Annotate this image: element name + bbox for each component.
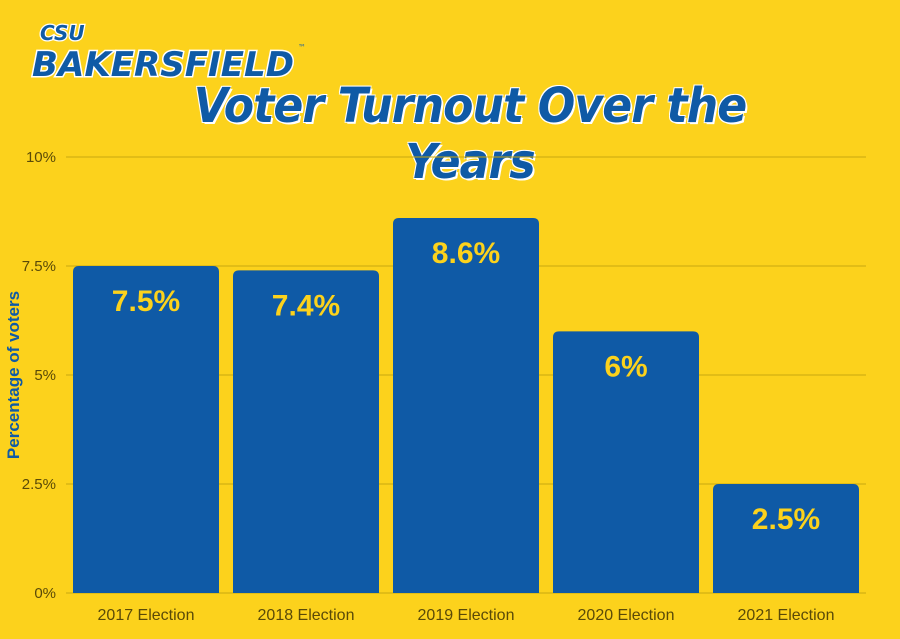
- y-tick-label: 2.5%: [22, 476, 56, 493]
- csu-bakersfield-logo: CSU BAKERSFIELD ™: [31, 20, 307, 82]
- chart-title: Voter Turnout Over the Years: [193, 78, 747, 190]
- data-label: 7.5%: [112, 285, 180, 318]
- logo-trademark: ™: [298, 43, 306, 52]
- bar: [233, 270, 379, 593]
- logo-main-text: BAKERSFIELD: [32, 45, 294, 82]
- bar: [73, 266, 219, 593]
- bar: [713, 484, 859, 593]
- data-label: 6%: [604, 350, 647, 383]
- x-tick-label: 2020 Election: [578, 607, 675, 624]
- bar: [393, 218, 539, 594]
- x-tick-label: 2017 Election: [98, 607, 195, 624]
- logo-top-text: CSU: [40, 21, 85, 45]
- y-tick-label: 10%: [26, 149, 56, 166]
- data-label: 8.6%: [432, 237, 500, 270]
- data-label: 7.4%: [272, 289, 340, 322]
- data-label: 2.5%: [752, 503, 820, 536]
- bar: [553, 331, 699, 593]
- x-tick-label: 2019 Election: [418, 607, 515, 624]
- y-tick-label: 0%: [34, 585, 56, 602]
- x-tick-label: 2021 Election: [738, 607, 835, 624]
- x-tick-label: 2018 Election: [258, 607, 355, 624]
- y-tick-label: 7.5%: [22, 258, 56, 275]
- y-tick-label: 5%: [34, 367, 56, 384]
